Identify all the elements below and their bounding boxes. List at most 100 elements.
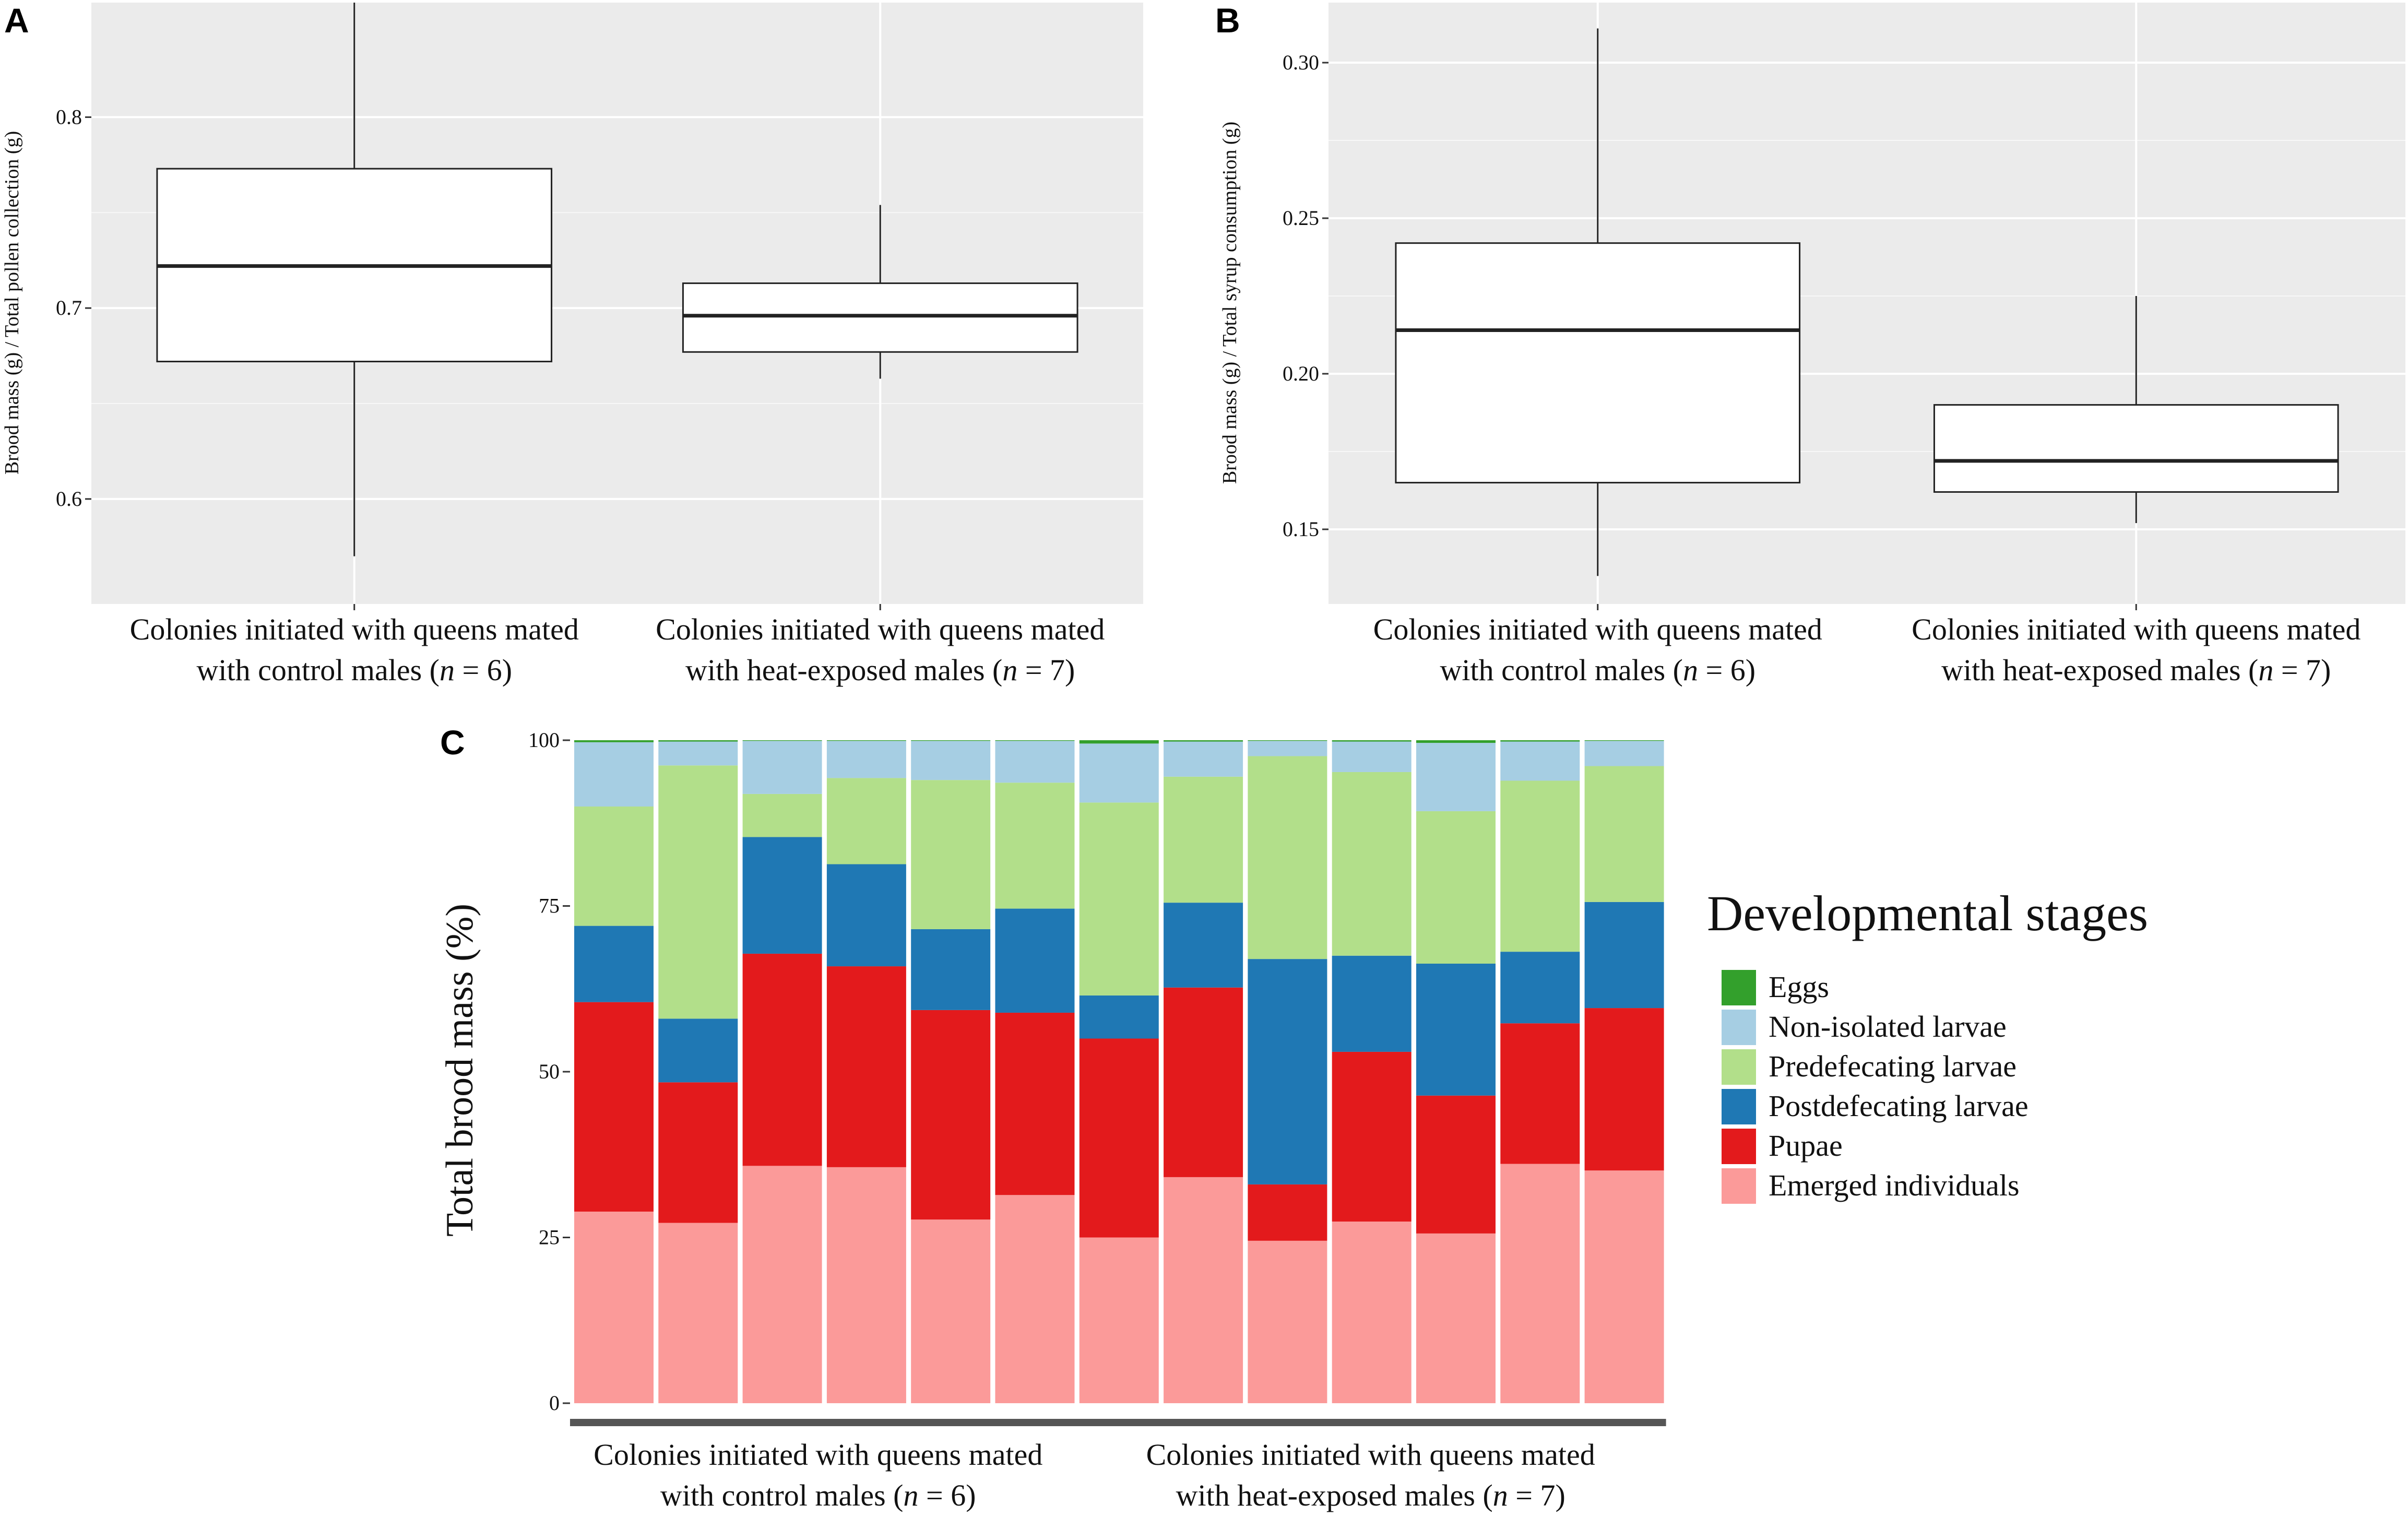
bar-segment-postdefecating-larvae: [1248, 959, 1327, 1184]
box-iqr: [1395, 242, 1801, 484]
y-tick-label: 0.30: [1283, 51, 1319, 74]
panel-b-x-categories: Colonies initiated with queens mated with…: [1373, 604, 2360, 687]
bar-segment-eggs: [995, 740, 1075, 741]
group-label-1-line1: Colonies initiated with queens mated: [594, 1438, 1042, 1472]
bar-segment-predefecating-larvae: [1079, 802, 1159, 995]
y-tick-label: 0.8: [56, 105, 82, 128]
legend-title: Developmental stages: [1707, 885, 2148, 941]
legend-label: Non-isolated larvae: [1769, 1010, 2007, 1044]
bar-segment-emerged-individuals: [826, 1167, 906, 1403]
panel-c-label: C: [440, 723, 465, 762]
bar-segment-postdefecating-larvae: [658, 1018, 738, 1083]
y-tick-label: 0: [549, 1391, 560, 1415]
panel-c-group-brackets: [570, 1419, 1666, 1426]
bar-segment-emerged-individuals: [995, 1195, 1075, 1403]
bar-segment-emerged-individuals: [1164, 1177, 1243, 1403]
x-category-1-line2-post: = 6): [1698, 653, 1755, 687]
bar-segment-predefecating-larvae: [1332, 772, 1411, 956]
legend: Developmental stages Eggs Non-isolated la…: [1707, 885, 2148, 1204]
legend-swatch: [1722, 1129, 1756, 1164]
bar-segment-emerged-individuals: [1332, 1222, 1411, 1403]
panel-c-y-ticks: 0 25 50 75 100: [528, 728, 570, 1415]
x-category-2: Colonies initiated with queens mated with…: [1912, 612, 2360, 687]
x-category-2-line2-pre: with heat-exposed males (: [685, 653, 1002, 687]
bar-segment-eggs: [1500, 740, 1580, 742]
group-label-2-line2-pre: with heat-exposed males (: [1176, 1478, 1493, 1512]
bar-segment-non-isolated-larvae: [826, 741, 906, 778]
bar-segment-postdefecating-larvae: [911, 929, 991, 1010]
bar-segment-pupae: [1248, 1184, 1327, 1241]
panel-b-y-ticks: 0.15 0.20 0.25 0.30: [1283, 51, 1328, 541]
bar-segment-predefecating-larvae: [1164, 776, 1243, 903]
stacked-bar-6: [995, 740, 1075, 1403]
panel-b-boxes: [1395, 28, 2339, 576]
x-category-2-line2: with heat-exposed males (n = 7): [685, 653, 1075, 687]
panel-c-x-categories: Colonies initiated with queens mated with…: [594, 1438, 1595, 1512]
legend-swatch: [1722, 970, 1756, 1005]
bar-segment-postdefecating-larvae: [826, 864, 906, 967]
bar-segment-emerged-individuals: [1500, 1164, 1580, 1403]
legend-swatch: [1722, 1089, 1756, 1124]
x-category-1-line2-pre: with control males (: [1440, 653, 1683, 687]
bar-segment-emerged-individuals: [658, 1223, 738, 1403]
group-label-2: Colonies initiated with queens mated with…: [1146, 1438, 1595, 1512]
legend-label: Emerged individuals: [1769, 1168, 2020, 1202]
legend-item: Predefecating larvae: [1722, 1049, 2016, 1085]
bar-segment-emerged-individuals: [1248, 1240, 1327, 1403]
box-group-2: [682, 205, 1078, 379]
x-category-2-line1: Colonies initiated with queens mated: [656, 612, 1105, 646]
x-category-1-n-symbol: n: [1683, 653, 1698, 687]
panel-c: C 0 25 50 75 100 Total brood mass (%) Coloni…: [438, 723, 2148, 1512]
stacked-bar-3: [742, 740, 822, 1403]
bar-segment-eggs: [1416, 740, 1496, 743]
panel-a-y-ticks: 0.6 0.7 0.8: [56, 105, 91, 511]
bar-segment-pupae: [1416, 1095, 1496, 1234]
bar-segment-pupae: [995, 1012, 1075, 1195]
stacked-bar-11: [1416, 740, 1496, 1403]
bar-segment-pupae: [1332, 1051, 1411, 1222]
bar-segment-pupae: [658, 1082, 738, 1223]
bar-segment-predefecating-larvae: [1500, 780, 1580, 952]
panel-a-label: A: [4, 1, 29, 40]
group-label-1-line2-post: = 6): [918, 1478, 976, 1512]
panel-a-boxes: [156, 3, 1078, 556]
bar-segment-emerged-individuals: [574, 1211, 654, 1403]
bar-segment-non-isolated-larvae: [1164, 741, 1243, 777]
bar-segment-predefecating-larvae: [1416, 811, 1496, 964]
bar-segment-non-isolated-larvae: [911, 741, 991, 780]
bar-segment-non-isolated-larvae: [995, 741, 1075, 783]
panel-c-bars: [574, 740, 1664, 1403]
bar-segment-eggs: [658, 740, 738, 742]
bar-segment-eggs: [826, 740, 906, 741]
stacked-bar-12: [1500, 740, 1580, 1403]
stacked-bar-13: [1584, 740, 1664, 1403]
x-category-1-line1: Colonies initiated with queens mated: [130, 612, 579, 646]
bar-segment-pupae: [826, 966, 906, 1167]
x-category-1-line2: with control males (n = 6): [196, 653, 512, 687]
bar-segment-postdefecating-larvae: [574, 926, 654, 1002]
x-category-2-line1: Colonies initiated with queens mated: [1912, 612, 2360, 646]
box-group-1: [1395, 28, 1801, 576]
bar-segment-eggs: [911, 740, 991, 741]
panel-a-y-axis-label: Brood mass (g) / Total pollen collection…: [1, 131, 23, 475]
bar-segment-emerged-individuals: [1416, 1233, 1496, 1403]
bar-segment-predefecating-larvae: [658, 765, 738, 1019]
bar-segment-predefecating-larvae: [1248, 756, 1327, 959]
bar-segment-pupae: [1079, 1038, 1159, 1238]
group-label-1: Colonies initiated with queens mated with…: [594, 1438, 1042, 1512]
stacked-bar-10: [1332, 740, 1411, 1403]
legend-item: Postdefecating larvae: [1722, 1089, 2029, 1124]
x-category-1-line2-post: = 6): [455, 653, 512, 687]
bar-segment-postdefecating-larvae: [742, 837, 822, 954]
x-category-1-line1: Colonies initiated with queens mated: [1373, 612, 1822, 646]
legend-swatch: [1722, 1010, 1756, 1045]
legend-items: Eggs Non-isolated larvae Predefecating lar…: [1722, 970, 2029, 1204]
y-tick-label: 0.7: [56, 296, 82, 319]
x-category-2-n-symbol: n: [2258, 653, 2273, 687]
group-label-2-line2: with heat-exposed males (n = 7): [1176, 1478, 1565, 1512]
x-category-2-line2-post: = 7): [2273, 653, 2331, 687]
legend-swatch: [1722, 1168, 1756, 1204]
bar-segment-non-isolated-larvae: [574, 742, 654, 807]
panel-b-label: B: [1215, 1, 1240, 40]
